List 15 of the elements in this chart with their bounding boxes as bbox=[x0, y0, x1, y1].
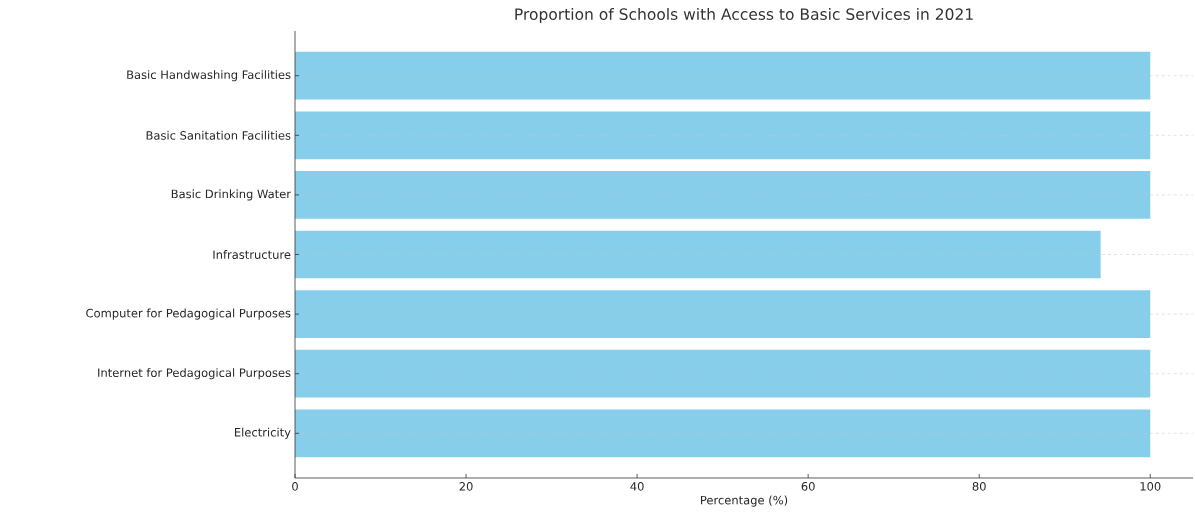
x-tick-label: 40 bbox=[630, 482, 644, 491]
y-tick-label: Internet for Pedagogical Purposes bbox=[98, 368, 291, 380]
x-tick-label: 0 bbox=[292, 482, 298, 491]
x-tick-label: 20 bbox=[459, 482, 473, 491]
y-tick-label: Basic Drinking Water bbox=[171, 189, 291, 201]
chart-title: Proportion of Schools with Access to Basic Services in 2021 bbox=[515, 7, 973, 23]
x-tick-label: 100 bbox=[1140, 482, 1161, 491]
y-tick-label: Basic Sanitation Facilities bbox=[146, 130, 291, 140]
y-tick-label: Electricity bbox=[234, 427, 291, 439]
y-tick-label: Computer for Pedagogical Purposes bbox=[86, 308, 291, 320]
x-axis-title: Percentage (%) bbox=[701, 495, 788, 507]
y-tick-label: Basic Handwashing Facilities bbox=[127, 70, 291, 82]
x-tick-label: 60 bbox=[801, 482, 815, 491]
y-tick-label: Infrastructure bbox=[213, 250, 291, 259]
x-tick-label: 80 bbox=[972, 482, 986, 491]
